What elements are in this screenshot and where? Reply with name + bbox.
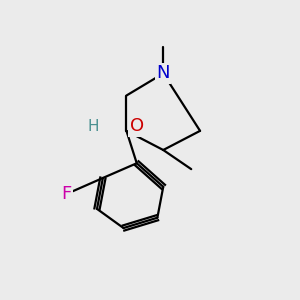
Text: H: H [88, 119, 99, 134]
Text: F: F [61, 185, 71, 203]
Text: N: N [157, 64, 170, 82]
Text: O: O [130, 117, 144, 135]
